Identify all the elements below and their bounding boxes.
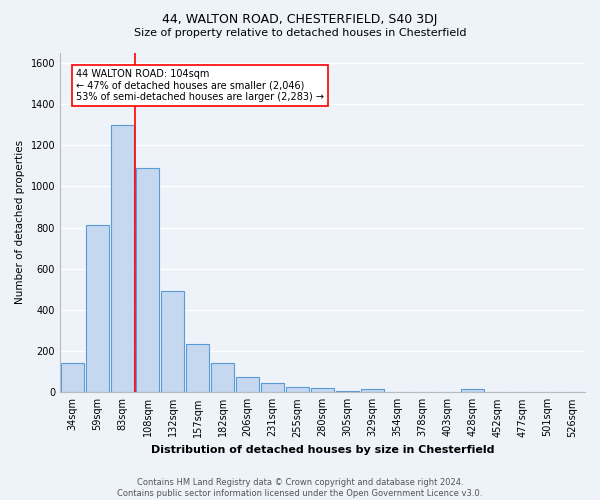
Bar [286,387,309,392]
Bar [111,124,134,392]
Bar [361,389,384,392]
X-axis label: Distribution of detached houses by size in Chesterfield: Distribution of detached houses by size … [151,445,494,455]
Bar [86,226,109,392]
Bar [61,364,84,392]
Bar [236,377,259,392]
Y-axis label: Number of detached properties: Number of detached properties [15,140,25,304]
Text: Contains HM Land Registry data © Crown copyright and database right 2024.
Contai: Contains HM Land Registry data © Crown c… [118,478,482,498]
Bar [311,388,334,392]
Text: 44, WALTON ROAD, CHESTERFIELD, S40 3DJ: 44, WALTON ROAD, CHESTERFIELD, S40 3DJ [163,12,437,26]
Bar [136,168,159,392]
Bar [211,364,234,392]
Text: 44 WALTON ROAD: 104sqm
← 47% of detached houses are smaller (2,046)
53% of semi-: 44 WALTON ROAD: 104sqm ← 47% of detached… [76,69,324,102]
Bar [161,292,184,392]
Bar [461,389,484,392]
Text: Size of property relative to detached houses in Chesterfield: Size of property relative to detached ho… [134,28,466,38]
Bar [186,344,209,393]
Bar [261,383,284,392]
